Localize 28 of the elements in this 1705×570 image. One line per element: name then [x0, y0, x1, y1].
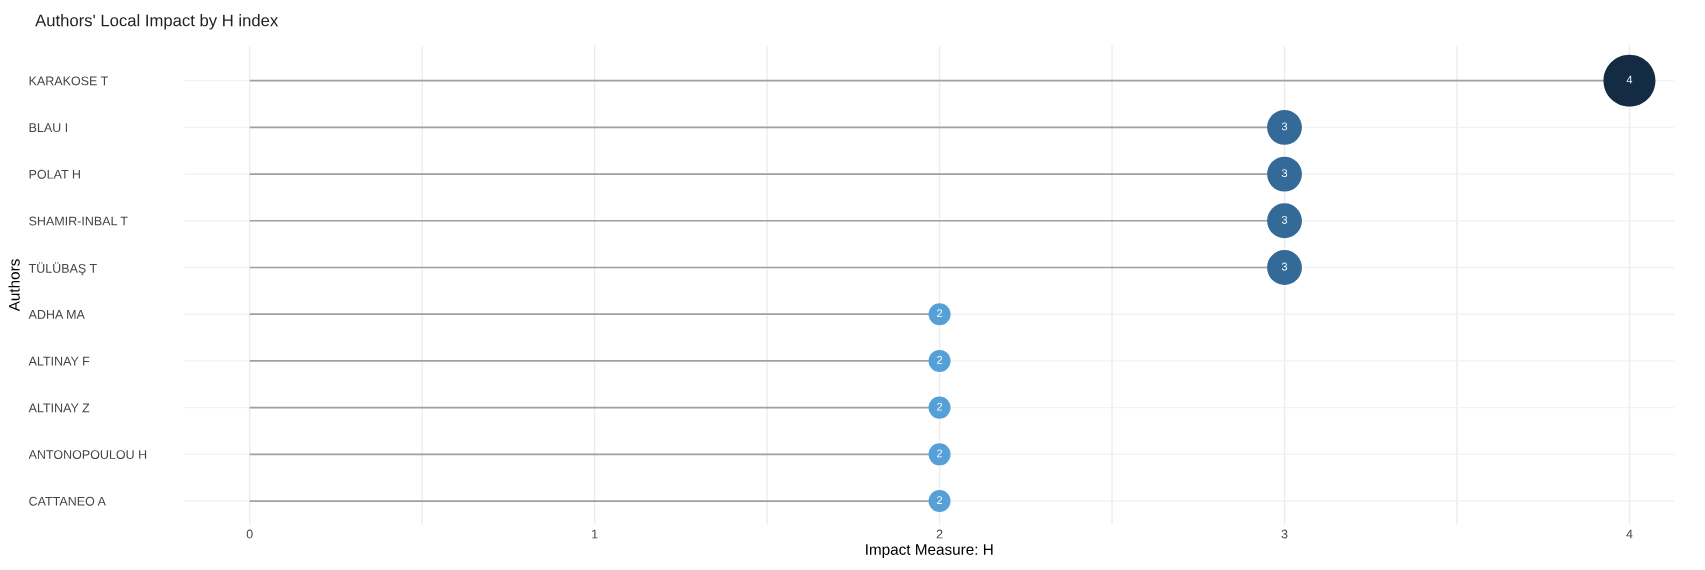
y-tick-label: CATTANEO A — [29, 496, 106, 506]
x-tick-label: 0 — [246, 529, 253, 539]
data-label: 2 — [937, 356, 943, 364]
data-label: 3 — [1281, 215, 1288, 224]
y-tick-label: ANTONOPOULOU H — [28, 450, 147, 459]
chart-title: Authors' Local Impact by H index — [35, 14, 279, 30]
y-tick-label: POLAT H — [29, 169, 80, 179]
x-axis-title: Impact Measure: H — [866, 544, 993, 558]
data-label: 4 — [1626, 75, 1633, 84]
y-tick-label: TÜLÜBAŞ T — [28, 262, 97, 276]
data-label: 2 — [937, 496, 943, 504]
data-label: 2 — [937, 309, 943, 318]
y-tick-label: ALTINAY F — [28, 356, 90, 366]
data-label: 2 — [937, 402, 943, 411]
data-label: 3 — [1281, 122, 1288, 131]
data-label: 2 — [937, 449, 943, 458]
y-tick-label: ALTINAY Z — [28, 403, 90, 413]
x-tick-label: 2 — [936, 529, 943, 539]
y-tick-label: KARAKOSE T — [29, 76, 108, 86]
data-label: 3 — [1281, 169, 1288, 178]
x-tick-label: 3 — [1281, 529, 1288, 539]
y-tick-label: ADHA MA — [28, 310, 85, 319]
x-tick-label: 1 — [592, 529, 598, 539]
x-tick-label: 4 — [1626, 529, 1633, 539]
y-tick-label: SHAMIR-INBAL T — [29, 216, 128, 226]
y-tick-label: BLAU I — [29, 123, 68, 132]
y-axis-title: Authors — [8, 259, 20, 312]
data-label: 3 — [1281, 262, 1288, 271]
